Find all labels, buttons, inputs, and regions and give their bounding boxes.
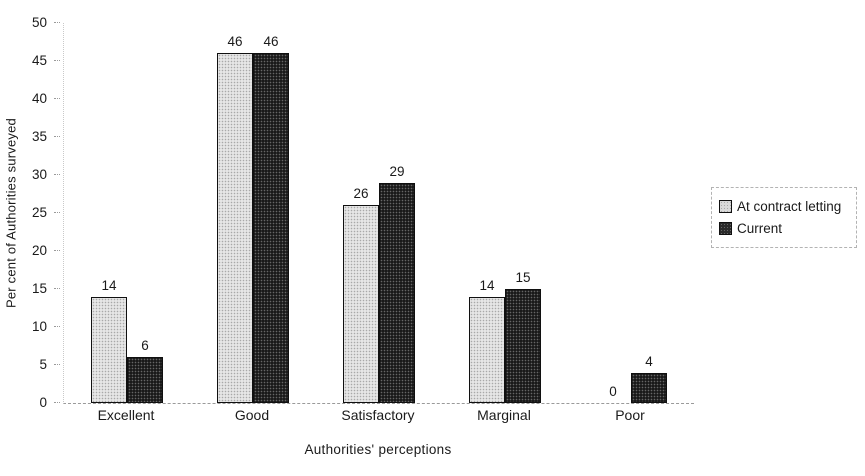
y-tick-label: 5 bbox=[39, 357, 47, 372]
bar-value-label: 14 bbox=[101, 277, 117, 293]
bar-value-label: 14 bbox=[479, 277, 495, 293]
legend-label: At contract letting bbox=[737, 199, 842, 214]
y-tick-label: 0 bbox=[39, 395, 47, 410]
bar-value-label: 6 bbox=[141, 338, 149, 354]
y-tick-label: 25 bbox=[31, 205, 47, 220]
y-tick-mark bbox=[54, 174, 60, 175]
legend-swatch-light-stipple bbox=[719, 200, 732, 213]
legend-swatch-dark-stipple bbox=[719, 222, 732, 235]
plot-area: 14 6 46 46 26 29 14 15 0 4 bbox=[63, 23, 694, 404]
bar-value-label: 0 bbox=[609, 384, 617, 399]
y-tick-mark bbox=[54, 60, 60, 61]
y-tick-label: 15 bbox=[31, 281, 47, 296]
legend-item-current: Current bbox=[719, 221, 852, 236]
bar-at-contract-letting-marginal bbox=[469, 296, 505, 403]
x-category-label-poor: Poor bbox=[615, 407, 645, 423]
legend-label: Current bbox=[737, 221, 783, 236]
x-category-label-good: Good bbox=[234, 407, 270, 423]
x-axis-labels: Excellent Good Satisfactory Marginal Poor bbox=[63, 407, 693, 425]
y-tick-mark bbox=[54, 136, 60, 137]
bar-value-label: 29 bbox=[389, 163, 405, 179]
y-tick-mark bbox=[54, 288, 60, 289]
legend: At contract letting Current bbox=[711, 187, 857, 248]
y-tick-label: 10 bbox=[31, 319, 47, 334]
y-tick-label: 40 bbox=[31, 91, 47, 106]
y-tick-label: 30 bbox=[31, 167, 47, 182]
x-category-label-marginal: Marginal bbox=[477, 407, 531, 423]
bar-current-marginal bbox=[505, 289, 541, 403]
y-tick-mark bbox=[54, 364, 60, 365]
bar-at-contract-letting-excellent bbox=[91, 296, 127, 403]
y-tick-label: 35 bbox=[31, 129, 47, 144]
x-category-label-excellent: Excellent bbox=[97, 407, 155, 423]
bar-at-contract-letting-satisfactory bbox=[343, 205, 379, 403]
y-tick-mark bbox=[54, 250, 60, 251]
y-tick-label: 45 bbox=[31, 53, 47, 68]
bar-value-label: 4 bbox=[645, 353, 653, 369]
bar-value-label: 26 bbox=[353, 186, 369, 202]
bar-current-poor bbox=[631, 372, 667, 403]
bar-value-label: 46 bbox=[227, 34, 243, 50]
x-category-label-satisfactory: Satisfactory bbox=[341, 407, 415, 423]
x-axis-title: Authorities' perceptions bbox=[304, 442, 452, 457]
y-tick-mark bbox=[54, 212, 60, 213]
bar-current-excellent bbox=[127, 357, 163, 403]
y-axis: 0 5 10 15 20 25 30 35 40 45 50 bbox=[0, 15, 63, 410]
y-tick-mark bbox=[54, 22, 60, 23]
bar-at-contract-letting-good bbox=[217, 53, 253, 403]
bar-value-label: 46 bbox=[263, 34, 279, 50]
y-tick-label: 50 bbox=[31, 15, 47, 30]
y-tick-mark bbox=[54, 326, 60, 327]
y-tick-mark bbox=[54, 402, 60, 403]
legend-item-at-contract-letting: At contract letting bbox=[719, 199, 852, 214]
y-tick-mark bbox=[54, 98, 60, 99]
y-tick-label: 20 bbox=[31, 243, 47, 258]
bar-current-good bbox=[253, 53, 289, 403]
bar-current-satisfactory bbox=[379, 182, 415, 403]
bar-value-label: 15 bbox=[515, 270, 531, 285]
